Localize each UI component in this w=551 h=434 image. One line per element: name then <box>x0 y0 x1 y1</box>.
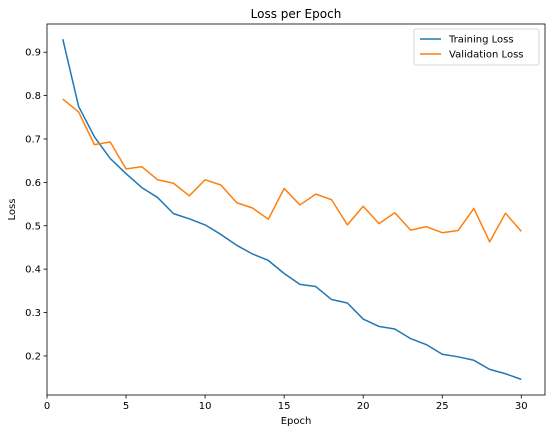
x-tick-label: 10 <box>199 401 212 412</box>
x-axis-ticks: 0 5 10 15 20 25 30 <box>44 395 528 412</box>
x-tick-label: 30 <box>515 401 528 412</box>
x-axis-label: Epoch <box>281 416 312 427</box>
series-line-validation-loss <box>62 98 522 243</box>
series-line-training-loss <box>62 39 522 381</box>
y-tick-label: 0.7 <box>25 134 41 145</box>
y-tick-label: 0.8 <box>25 91 41 102</box>
y-axis-ticks: 0.2 0.3 0.4 0.5 0.6 0.7 0.8 0.9 <box>25 48 47 362</box>
x-tick-label: 25 <box>436 401 449 412</box>
plot-frame <box>46 23 546 396</box>
legend-label-training-loss: Training Loss <box>448 35 514 46</box>
legend-box <box>413 28 540 66</box>
x-tick-label: 15 <box>278 401 291 412</box>
legend-label-validation-loss: Validation Loss <box>449 50 524 61</box>
chart-title: Loss per Epoch <box>251 7 342 21</box>
y-tick-label: 0.3 <box>25 308 41 319</box>
y-axis-label: Loss <box>7 199 18 221</box>
y-tick-label: 0.9 <box>25 48 41 59</box>
y-tick-label: 0.5 <box>25 221 41 232</box>
x-tick-label: 20 <box>357 401 370 412</box>
y-tick-label: 0.6 <box>25 178 41 189</box>
x-tick-label: 5 <box>123 401 129 412</box>
legend: Training Loss Validation Loss <box>413 28 540 66</box>
plot-lines <box>62 39 522 381</box>
x-tick-label: 0 <box>44 401 50 412</box>
y-tick-label: 0.2 <box>25 351 41 362</box>
y-tick-label: 0.4 <box>25 265 41 276</box>
